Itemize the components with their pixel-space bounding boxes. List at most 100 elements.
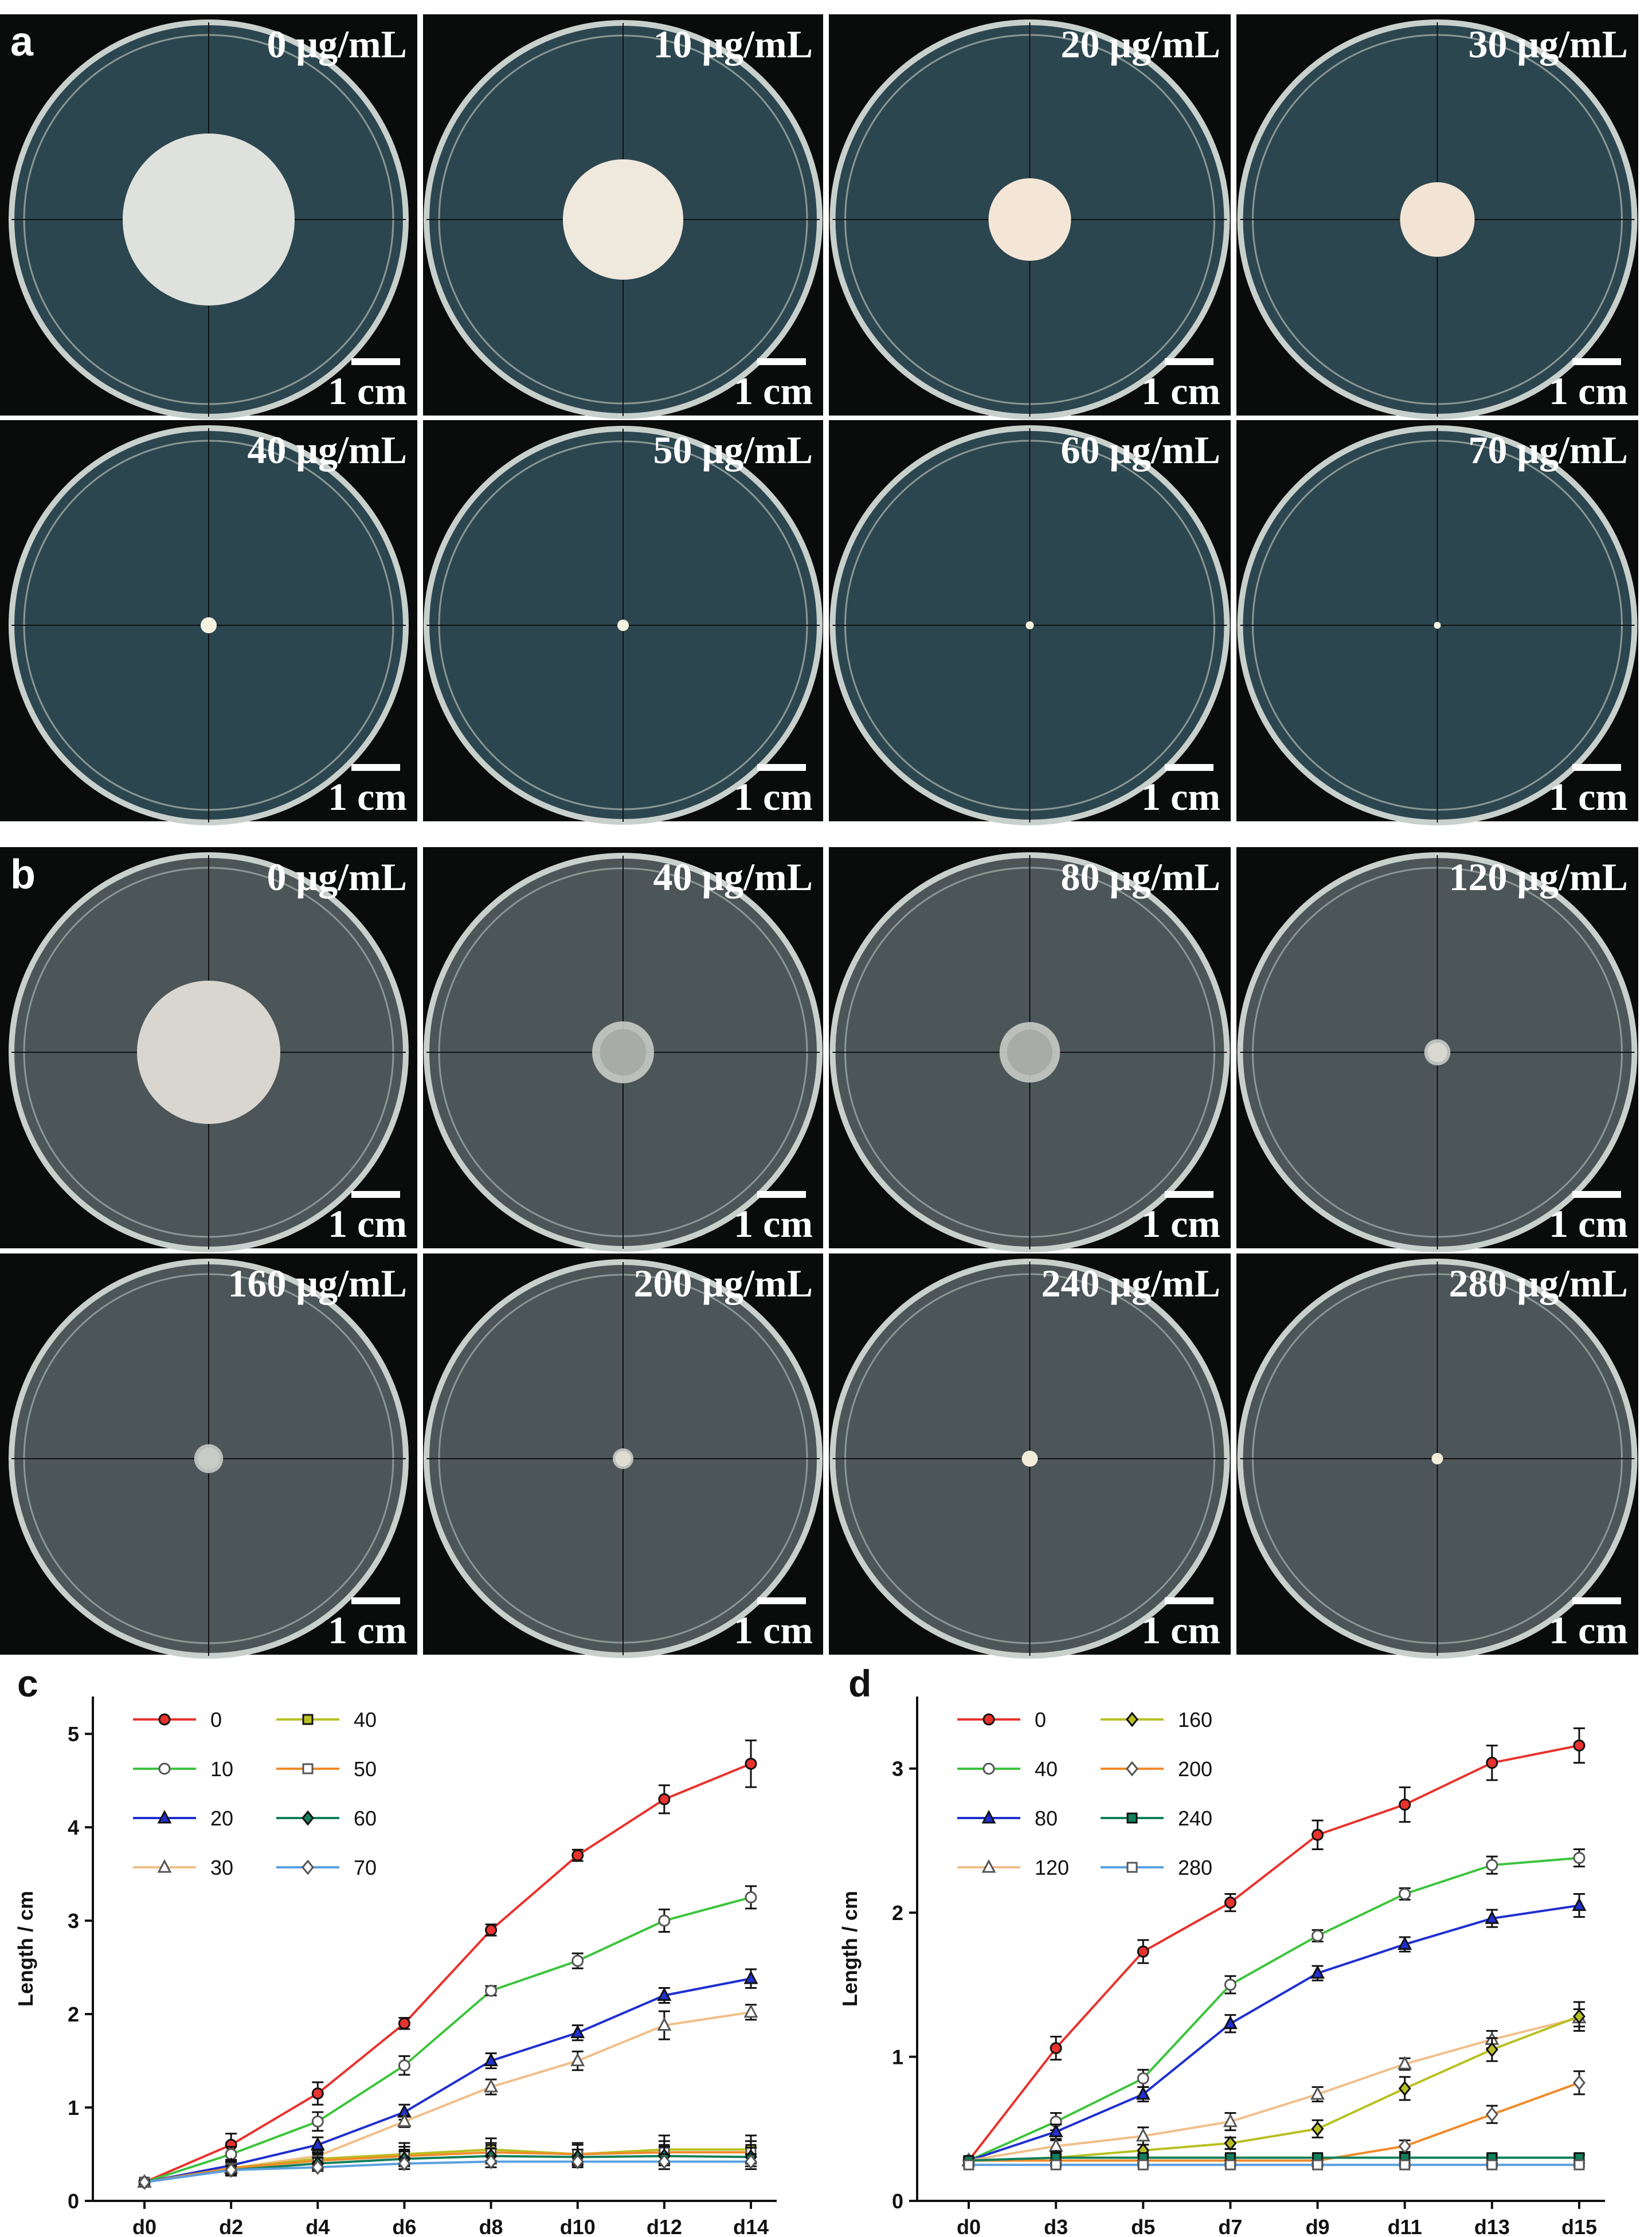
x-tick-label: d14 [733, 2215, 769, 2237]
data-point [657, 2154, 671, 2169]
legend-entry: 0 [133, 1708, 222, 1731]
data-point [1573, 2008, 1586, 2024]
data-point [398, 2156, 411, 2172]
panel-label: b [10, 852, 36, 898]
chart-panel-label: c [17, 1662, 38, 1705]
data-point [571, 2154, 584, 2169]
scale-bar [351, 764, 400, 771]
y-tick-label: 4 [68, 1816, 79, 1839]
scale-bar [1572, 1191, 1621, 1198]
plate-photo: 0 μg/mL 1 cm [0, 14, 417, 420]
colony [988, 178, 1071, 261]
plate-photo: 0 μg/mL 1 cm [0, 847, 417, 1252]
legend-entry: 120 [957, 1856, 1069, 1879]
scale-bar-label: 1 cm [1141, 1608, 1220, 1652]
legend-entry: 60 [276, 1807, 377, 1830]
data-point [1223, 2015, 1238, 2030]
y-tick-label: 1 [892, 2046, 903, 2069]
x-tick-label: d10 [560, 2215, 596, 2237]
y-tick-label: 0 [68, 2189, 79, 2213]
line-chart: c Length / cm 0 1 2 3 4 5 d0 d2 d4 d6 d8 d10 d12 d14 0 10… [14, 1662, 777, 2237]
legend-entry: 50 [276, 1757, 377, 1781]
legend-label: 120 [1035, 1856, 1069, 1879]
legend-entry: 10 [133, 1757, 233, 1781]
legend-label: 160 [1178, 1708, 1212, 1731]
legend-entry: 80 [957, 1807, 1058, 1830]
data-point [1137, 1945, 1149, 1958]
legend-entry: 30 [133, 1856, 233, 1879]
legend-marker [302, 1714, 314, 1725]
concentration-label: 120 μg/mL [1449, 855, 1628, 899]
scale-bar-label: 1 cm [1549, 775, 1628, 818]
data-point [311, 2115, 324, 2128]
x-tick-label: d13 [1474, 2215, 1510, 2237]
concentration-label: 30 μg/mL [1469, 22, 1628, 66]
data-point [484, 2052, 499, 2067]
x-tick-label: d5 [1131, 2215, 1155, 2237]
legend-marker [158, 1762, 171, 1775]
plate-photo: 280 μg/mL 1 cm [1236, 1253, 1638, 1659]
legend-label: 70 [354, 1856, 377, 1879]
y-axis-label: Length / cm [838, 1891, 862, 2007]
series-line [144, 1896, 751, 2184]
y-axis-label: Length / cm [14, 1891, 37, 2007]
legend-marker [158, 1713, 171, 1726]
legend-marker [981, 1809, 996, 1824]
panel-label: a [10, 19, 34, 65]
plate-photo: 200 μg/mL 1 cm [423, 1253, 823, 1658]
legend-entry: 40 [276, 1708, 377, 1731]
series-line [144, 1762, 751, 2184]
plate-photo: 30 μg/mL 1 cm [1236, 14, 1638, 420]
data-point [138, 2175, 151, 2190]
data-point [1048, 2124, 1063, 2137]
legend-label: 0 [1035, 1708, 1046, 1731]
data-point [1224, 2136, 1237, 2151]
legend-marker [302, 1810, 314, 1826]
data-point [745, 1891, 757, 1903]
data-point [1312, 1828, 1324, 1841]
data-point [485, 1923, 498, 1936]
scale-bar-label: 1 cm [734, 1608, 813, 1652]
scale-bar-label: 1 cm [734, 369, 813, 413]
colony [1427, 1042, 1447, 1063]
legend-entry: 200 [1101, 1757, 1212, 1781]
data-point [1573, 1852, 1586, 1864]
data-point [484, 2078, 499, 2093]
scale-bar [757, 358, 806, 365]
plate-photo: 160 μg/mL 1 cm [0, 1253, 417, 1659]
y-tick-label: 2 [892, 1901, 903, 1925]
concentration-label: 40 μg/mL [653, 855, 813, 899]
colony [1434, 622, 1441, 629]
data-point [1397, 1936, 1412, 1950]
line-chart: d Length / cm 0 1 2 3 d0 d3 d5 d7 d9 d11 d13 d15 0 40 80… [838, 1662, 1605, 2237]
legend-marker [1126, 1711, 1138, 1727]
data-point [398, 2017, 410, 2030]
scale-bar-label: 1 cm [1549, 369, 1628, 413]
data-point [658, 1914, 671, 1927]
data-point [570, 2052, 585, 2067]
scale-bar [757, 764, 806, 771]
legend-label: 20 [210, 1807, 233, 1830]
plate-photo: 120 μg/mL 1 cm [1236, 847, 1638, 1252]
data-point [1573, 1739, 1586, 1752]
series-line [968, 1856, 1580, 2162]
concentration-label: 70 μg/mL [1469, 428, 1628, 472]
series-line [968, 2156, 1579, 2162]
plate-photo: 10 μg/mL 1 cm [423, 14, 823, 419]
concentration-label: 200 μg/mL [634, 1262, 813, 1305]
data-point [570, 2024, 585, 2039]
scale-bar-label: 1 cm [1549, 1608, 1628, 1652]
scale-bar [1572, 358, 1621, 365]
data-point [1137, 2159, 1149, 2171]
plate-photo: 50 μg/mL 1 cm [423, 420, 823, 825]
legend-entry: 0 [957, 1708, 1046, 1731]
scale-bar [1165, 764, 1213, 771]
plate-photo: 20 μg/mL 1 cm [829, 14, 1231, 420]
scale-bar [1572, 1597, 1621, 1604]
y-tick-label: 3 [892, 1757, 903, 1781]
concentration-label: 10 μg/mL [653, 22, 813, 66]
legend-marker [157, 1809, 172, 1824]
data-point [1224, 2159, 1236, 2171]
legend-label: 280 [1178, 1856, 1212, 1879]
concentration-label: 40 μg/mL [248, 428, 407, 472]
